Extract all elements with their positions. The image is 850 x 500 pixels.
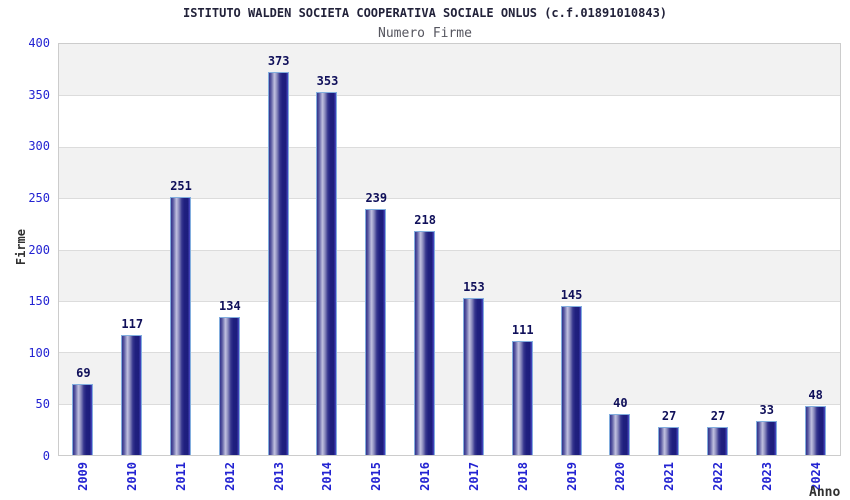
gridline [59, 198, 840, 200]
x-tick-label: 2023 [759, 462, 774, 491]
y-tick-label: 350 [28, 87, 50, 102]
gridline [59, 249, 840, 251]
x-tick-label: 2009 [76, 462, 91, 491]
band [59, 44, 840, 96]
y-tick-label: 200 [28, 242, 50, 257]
x-tick-label: 2022 [710, 462, 725, 491]
bar-slot: 218 2016 [401, 44, 450, 491]
bar-value-label: 27 [661, 409, 677, 424]
x-tick-label: 2013 [271, 462, 286, 491]
bar-slot: 145 2019 [547, 44, 596, 491]
bar [511, 340, 533, 455]
bar-value-label: 27 [710, 409, 726, 424]
bars-row: 69 2009 117 2010 251 2011 134 2012 373 2013 353 201… [59, 44, 840, 491]
x-tick-label: 2019 [564, 462, 579, 491]
bar [316, 92, 338, 455]
bar [121, 334, 143, 455]
bar-slot: 353 2014 [303, 44, 352, 491]
bar-slot: 40 2020 [596, 44, 645, 491]
y-tick-label: 100 [28, 345, 50, 360]
chart-title: ISTITUTO WALDEN SOCIETA COOPERATIVA SOCI… [182, 6, 668, 20]
gridline [59, 403, 840, 405]
bar [365, 209, 387, 455]
bar [414, 231, 436, 455]
bar-slot: 373 2013 [254, 44, 303, 491]
bar-value-label: 353 [316, 74, 339, 89]
gridline [59, 352, 840, 354]
bar [72, 384, 94, 455]
bar-slot: 111 2018 [498, 44, 547, 491]
band [59, 146, 840, 199]
bar-value-label: 111 [511, 322, 534, 337]
bar [609, 413, 631, 455]
bar-value-label: 239 [365, 191, 388, 206]
bar-slot: 27 2021 [645, 44, 694, 491]
x-tick-label: 2021 [662, 462, 677, 491]
bar-value-label: 153 [463, 279, 485, 294]
bar [706, 427, 728, 455]
x-tick-label: 2018 [515, 462, 530, 491]
gridline [59, 146, 840, 148]
bar-slot: 69 2009 [59, 44, 108, 491]
band [59, 95, 840, 147]
bar [267, 71, 289, 455]
bar [804, 405, 826, 455]
x-tick-label: 2020 [613, 462, 628, 491]
bar [658, 427, 680, 455]
bar [462, 297, 484, 455]
bar-slot: 27 2022 [694, 44, 743, 491]
x-axis-title: Anno [809, 485, 841, 500]
gridline [59, 300, 840, 302]
bar-value-label: 373 [267, 53, 290, 68]
bar-value-label: 218 [414, 213, 436, 228]
bar [218, 317, 240, 455]
chart-subtitle: Numero Firme [378, 26, 472, 41]
x-tick-label: 2016 [418, 462, 433, 491]
x-tick-label: 2017 [466, 462, 481, 491]
bar-value-label: 33 [759, 403, 775, 418]
plot-area: 69 2009 117 2010 251 2011 134 2012 373 2013 353 201… [58, 43, 841, 491]
y-tick-label: 250 [28, 190, 50, 205]
bar-slot: 153 2017 [450, 44, 499, 491]
y-tick-label: 400 [28, 36, 50, 50]
bar [755, 421, 777, 455]
x-tick-label: 2012 [222, 462, 237, 491]
bar-slot: 33 2023 [742, 44, 791, 491]
bar-value-label: 134 [219, 299, 241, 314]
bar-value-label: 145 [560, 288, 583, 303]
y-tick-label: 300 [28, 139, 50, 154]
bar-value-label: 117 [121, 316, 144, 331]
x-tick-label: 2014 [320, 462, 335, 491]
x-tick-label: 2010 [125, 462, 140, 491]
bar-slot: 239 2015 [352, 44, 401, 491]
y-tick-label: 0 [42, 449, 50, 463]
bar-slot: 134 2012 [205, 44, 254, 491]
bar-value-label: 251 [170, 179, 192, 194]
bar-value-label: 40 [613, 395, 628, 410]
y-tick-label: 150 [28, 294, 50, 309]
bar-value-label: 48 [808, 387, 823, 402]
y-tick-label: 50 [35, 397, 50, 412]
gridline [59, 95, 840, 97]
x-tick-label: 2011 [174, 462, 189, 491]
bar-slot: 251 2011 [157, 44, 206, 491]
bar-slot: 48 2024 [791, 44, 840, 491]
bar [170, 197, 192, 455]
bar [560, 306, 582, 455]
bar-slot: 117 2010 [108, 44, 157, 491]
bar-value-label: 69 [76, 366, 91, 381]
x-tick-label: 2015 [369, 462, 384, 491]
